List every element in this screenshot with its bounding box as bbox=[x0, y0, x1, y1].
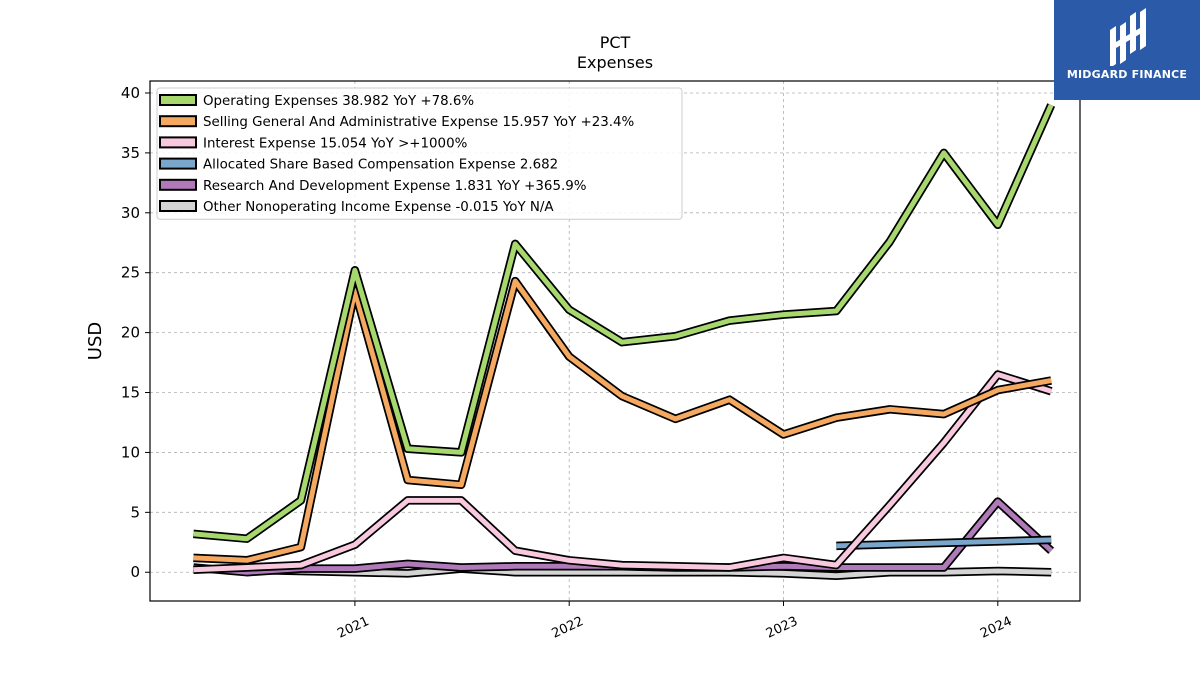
y-tick-label: 15 bbox=[121, 384, 140, 402]
y-tick-label: 20 bbox=[121, 324, 140, 342]
legend-box bbox=[156, 87, 683, 220]
chart-title: PCT bbox=[600, 33, 631, 52]
y-tick-label: 25 bbox=[121, 264, 140, 282]
x-tick-label: 2024 bbox=[978, 614, 1014, 642]
y-axis-label: USD bbox=[85, 322, 106, 360]
series-layer bbox=[193, 103, 1056, 581]
legend-swatch bbox=[159, 94, 197, 106]
y-tick-label: 5 bbox=[130, 503, 140, 521]
series-line bbox=[193, 103, 1054, 542]
legend-swatch bbox=[159, 178, 197, 191]
legend: Operating Expenses 38.982 YoY +78.6% Sell… bbox=[156, 87, 683, 220]
tick-layer: 0 5 10 15 20 25 30 35 40 2021 2022 2023 2024 bbox=[121, 84, 1015, 642]
y-tick-label: 35 bbox=[121, 144, 140, 162]
x-tick-label: 2021 bbox=[335, 614, 371, 642]
series-line bbox=[193, 372, 1052, 573]
plot-frame bbox=[149, 80, 1081, 602]
x-tick-label: 2022 bbox=[550, 614, 586, 642]
legend-label: Selling General And Administrative Expen… bbox=[203, 115, 634, 130]
y-tick-label: 0 bbox=[130, 563, 140, 581]
logo-mark-icon bbox=[1110, 8, 1146, 66]
y-tick-label: 30 bbox=[121, 204, 140, 222]
logo-text: MIDGARD FINANCE bbox=[1066, 68, 1188, 81]
legend-swatch bbox=[159, 200, 197, 212]
legend-label: Research And Development Expense 1.831 Y… bbox=[203, 179, 586, 194]
series-line bbox=[193, 278, 1052, 563]
legend-swatch bbox=[159, 157, 197, 170]
x-tick-label: 2023 bbox=[764, 614, 800, 642]
legend-label: Other Nonoperating Income Expense -0.015… bbox=[203, 200, 554, 215]
series-line bbox=[836, 537, 1052, 549]
legend-swatch bbox=[159, 136, 197, 149]
legend-label: Interest Expense 15.054 YoY >+1000% bbox=[203, 136, 467, 151]
midgard-finance-logo: MIDGARD FINANCE bbox=[1054, 0, 1200, 100]
y-tick-label: 10 bbox=[121, 443, 140, 461]
chart-subtitle: Expenses bbox=[577, 53, 653, 72]
legend-swatch bbox=[159, 115, 197, 128]
legend-label: Operating Expenses 38.982 YoY +78.6% bbox=[203, 94, 474, 109]
legend-label: Allocated Share Based Compensation Expen… bbox=[203, 158, 558, 173]
y-tick-label: 40 bbox=[121, 84, 140, 102]
